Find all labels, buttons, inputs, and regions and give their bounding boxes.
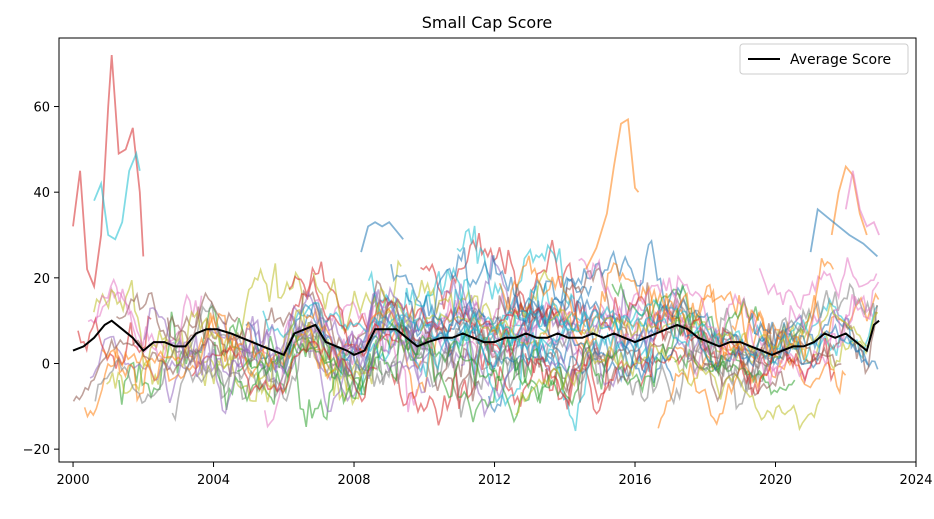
legend: Average Score [739, 43, 909, 75]
y-tick-label: 0 [42, 357, 50, 372]
individual-series-line [488, 319, 587, 352]
x-axis: 2000 2004 2008 2012 2016 2020 2024 [57, 462, 933, 488]
individual-series-line [93, 150, 141, 241]
individual-series-line [163, 318, 432, 415]
plot-frame [58, 37, 917, 463]
individual-series-line [674, 348, 796, 396]
y-tick-label: −20 [23, 443, 50, 458]
individual-series-line [214, 319, 544, 411]
individual-series-line [390, 264, 486, 342]
x-tick-label: 2016 [618, 473, 651, 488]
chart-title: Small Cap Score [422, 13, 553, 32]
individual-series-line [758, 257, 878, 311]
x-tick-label: 2004 [197, 473, 230, 488]
individual-series-layer [72, 55, 880, 432]
individual-series-line [621, 323, 869, 383]
legend-label-average-score: Average Score [790, 52, 891, 68]
y-tick-label: 20 [33, 272, 50, 287]
individual-series-line [367, 278, 659, 432]
x-tick-label: 2000 [57, 473, 90, 488]
y-tick-label: 60 [33, 101, 50, 116]
individual-series-line [166, 291, 239, 342]
legend-box [739, 43, 909, 75]
average-score-layer [72, 319, 880, 357]
individual-series-line [524, 314, 670, 408]
individual-series-line [625, 307, 713, 366]
individual-series-line [498, 255, 835, 361]
individual-series-line [512, 308, 726, 407]
y-axis: −20 0 20 40 60 [23, 101, 59, 458]
individual-series-line [515, 341, 821, 432]
individual-series-line [715, 302, 878, 353]
x-tick-label: 2012 [478, 473, 511, 488]
x-tick-label: 2008 [337, 473, 370, 488]
individual-series-line [72, 55, 145, 290]
individual-series-line [657, 356, 847, 429]
individual-series-line [95, 277, 203, 363]
individual-series-line [844, 170, 880, 236]
x-tick-label: 2024 [899, 473, 932, 488]
individual-series-line [191, 340, 377, 403]
average-score-line [72, 319, 880, 357]
individual-series-line [404, 239, 685, 338]
individual-series-line [584, 117, 640, 270]
individual-series-line [360, 221, 404, 253]
individual-series-line [72, 336, 230, 402]
y-tick-label: 40 [33, 186, 50, 201]
individual-series-line [94, 347, 252, 405]
individual-series-line [809, 207, 879, 258]
individual-series-line [830, 164, 868, 236]
individual-series-line [759, 304, 878, 376]
individual-series-line [578, 257, 720, 334]
individual-series-line [390, 343, 610, 426]
x-tick-label: 2020 [759, 473, 792, 488]
